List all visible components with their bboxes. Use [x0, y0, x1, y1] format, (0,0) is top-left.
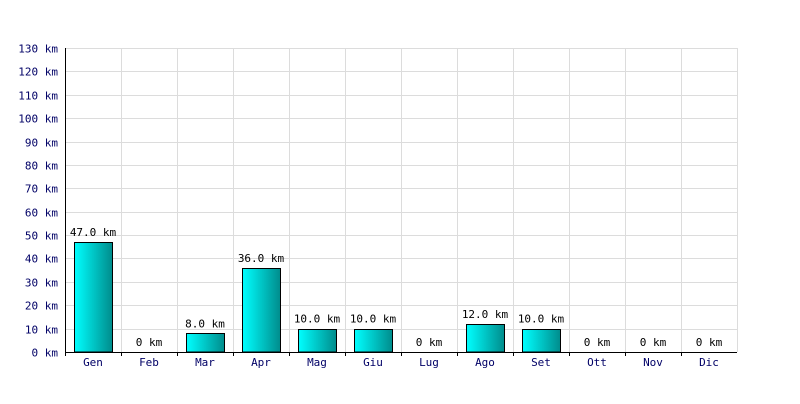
data-label-dic: 0 km [696, 336, 723, 349]
y-tick-label: 80 km [25, 160, 58, 173]
data-label-nov: 0 km [640, 336, 667, 349]
y-tick-label: 120 km [18, 66, 58, 79]
y-tick-label: 90 km [25, 137, 58, 150]
bar-giu [354, 329, 393, 353]
y-tick-label: 10 km [25, 324, 58, 337]
data-label-set: 10.0 km [518, 313, 565, 326]
bar-apr [242, 268, 281, 353]
x-tick-label: Mag [307, 356, 327, 369]
data-label-giu: 10.0 km [350, 313, 397, 326]
x-tick-label: Nov [643, 356, 663, 369]
x-tick-label: Gen [83, 356, 103, 369]
y-tick-label: 40 km [25, 253, 58, 266]
bar-set [522, 329, 561, 353]
bar-mar [186, 333, 225, 353]
bar-ago [466, 324, 505, 353]
y-tick-label: 70 km [25, 183, 58, 196]
x-tick-label: Set [531, 356, 551, 369]
bars [74, 242, 561, 353]
x-tick-label: Feb [139, 356, 159, 369]
data-label-lug: 0 km [416, 336, 443, 349]
x-tick-label: Mar [195, 356, 215, 369]
x-tick-label: Dic [699, 356, 719, 369]
y-tick-label: 0 km [32, 347, 59, 360]
bar-mag [298, 329, 337, 353]
x-tick-label: Giu [363, 356, 383, 369]
x-tick-label: Lug [419, 356, 439, 369]
y-tick-label: 130 km [18, 43, 58, 56]
y-tick-label: 110 km [18, 90, 58, 103]
y-tick-label: 60 km [25, 207, 58, 220]
data-label-apr: 36.0 km [238, 252, 285, 265]
data-label-ott: 0 km [584, 336, 611, 349]
data-label-gen: 47.0 km [70, 226, 117, 239]
bar-gen [74, 242, 113, 353]
x-tick-label: Ago [475, 356, 495, 369]
data-label-mar: 8.0 km [185, 317, 225, 330]
grid-lines [65, 48, 738, 352]
y-tick-label: 30 km [25, 277, 58, 290]
y-tick-label: 50 km [25, 230, 58, 243]
data-label-ago: 12.0 km [462, 308, 509, 321]
y-tick-label: 100 km [18, 113, 58, 126]
x-tick-label: Ott [587, 356, 607, 369]
data-label-mag: 10.0 km [294, 313, 341, 326]
data-label-feb: 0 km [136, 336, 163, 349]
axes: 0 km 10 km 20 km 30 km 40 km 50 km 60 km 70 km 8… [18, 43, 737, 369]
data-labels: 47.0 km 0 km 8.0 km 36.0 km 10.0 km 10.0 km 0 … [70, 226, 723, 349]
x-tick-label: Apr [251, 356, 271, 369]
y-tick-label: 20 km [25, 300, 58, 313]
